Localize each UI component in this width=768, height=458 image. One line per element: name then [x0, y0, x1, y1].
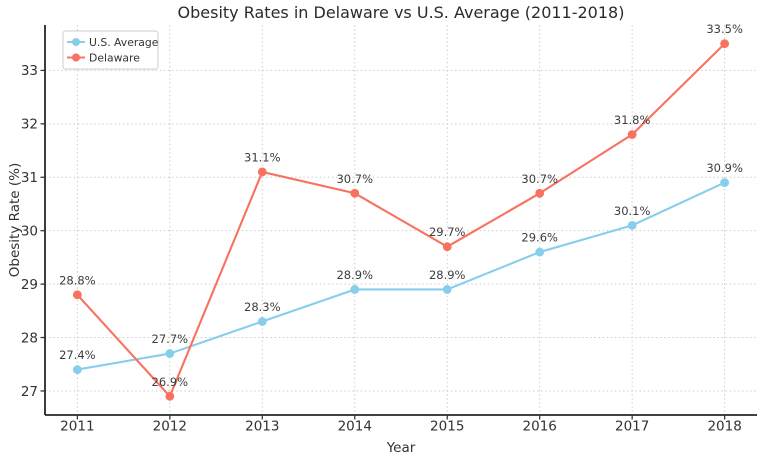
- data-point-label: 27.4%: [59, 348, 96, 362]
- data-point-marker: [720, 178, 730, 188]
- legend-marker-dot: [72, 38, 80, 46]
- series-u-s-average: [72, 178, 730, 374]
- y-tick-label: 32: [21, 117, 38, 133]
- x-tick-label: 2014: [338, 419, 372, 435]
- data-point-label: 29.7%: [429, 225, 466, 239]
- data-point-marker: [535, 188, 545, 198]
- data-point-marker: [72, 290, 82, 300]
- y-tick-label: 28: [21, 330, 38, 346]
- data-point-marker: [165, 349, 175, 358]
- data-point-label: 31.1%: [244, 150, 281, 164]
- y-tick-label: 33: [21, 63, 38, 79]
- series-delaware: [72, 39, 730, 401]
- data-point-marker: [350, 188, 360, 198]
- legend-item-u-s-average: U.S. Average: [67, 36, 159, 49]
- data-point-label: 30.7%: [336, 172, 373, 186]
- data-point-label: 27.7%: [152, 332, 189, 346]
- data-point-label: 28.8%: [59, 273, 96, 287]
- x-tick-label: 2018: [707, 419, 741, 435]
- data-point-marker: [257, 167, 267, 177]
- data-point-label: 28.9%: [429, 268, 466, 282]
- x-tick-label: 2011: [60, 419, 94, 435]
- data-point-label: 26.9%: [152, 375, 189, 389]
- series-line: [76, 42, 726, 398]
- data-point-marker: [627, 130, 637, 139]
- legend-marker-dot: [72, 53, 80, 62]
- data-point-label: 30.9%: [706, 161, 743, 175]
- legend-label: U.S. Average: [89, 36, 159, 49]
- data-point-marker: [350, 285, 360, 294]
- x-tick-label: 2015: [430, 419, 464, 435]
- x-axis-label: Year: [386, 440, 416, 456]
- chart-title: Obesity Rates in Delaware vs U.S. Averag…: [177, 3, 625, 22]
- data-point-marker: [257, 317, 267, 326]
- point-labels-u-s-average: 27.4% 27.7% 28.3% 28.9% 28.9% 29.6% 30.1% 30.9%: [59, 161, 743, 362]
- data-point-label: 28.9%: [336, 268, 373, 282]
- legend: U.S. Average Delaware: [62, 30, 159, 70]
- x-tick-label: 2013: [245, 419, 279, 435]
- series-line: [76, 181, 726, 371]
- axis-ticks: 2011 2012 2013 2014 2015 2016 2017 2018 27 28 29 30…: [21, 63, 742, 434]
- data-point-label: 30.7%: [521, 172, 558, 186]
- data-point-marker: [535, 247, 545, 257]
- data-point-label: 31.8%: [614, 113, 651, 127]
- data-point-marker: [627, 220, 637, 230]
- data-point-label: 30.1%: [614, 204, 651, 218]
- y-tick-label: 29: [21, 277, 38, 293]
- x-tick-label: 2017: [615, 419, 649, 435]
- x-tick-label: 2016: [523, 419, 557, 435]
- data-point-label: 33.5%: [706, 22, 743, 36]
- y-tick-label: 31: [21, 170, 38, 186]
- data-point-marker: [72, 365, 82, 374]
- data-point-marker: [720, 39, 730, 49]
- data-point-label: 29.6%: [521, 231, 558, 245]
- legend-item-delaware: Delaware: [67, 51, 140, 64]
- y-tick-label: 30: [21, 223, 38, 239]
- legend-box: [62, 30, 159, 70]
- data-point-label: 28.3%: [244, 300, 281, 314]
- legend-label: Delaware: [89, 51, 140, 64]
- y-tick-label: 27: [21, 384, 38, 400]
- data-point-marker: [442, 285, 452, 294]
- x-tick-label: 2012: [153, 419, 187, 435]
- data-point-marker: [165, 391, 175, 401]
- point-labels-delaware: 28.8% 26.9% 31.1% 30.7% 29.7% 30.7% 31.8% 33.5%: [59, 22, 743, 389]
- data-point-marker: [442, 242, 452, 252]
